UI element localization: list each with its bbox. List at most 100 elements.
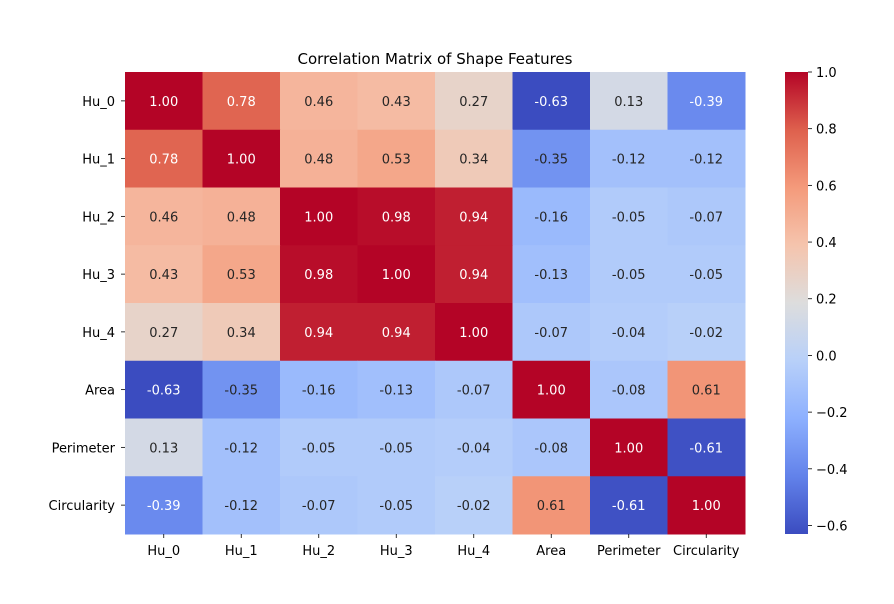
row-label: Hu_2 [82, 210, 115, 225]
column-label: Area [536, 544, 566, 559]
heatmap-cell [512, 303, 591, 362]
heatmap-cell [280, 303, 358, 362]
heatmap-cell [125, 303, 203, 362]
column-label: Hu_1 [225, 544, 258, 559]
heatmap-cell [590, 245, 668, 304]
cell-value-label: -0.39 [689, 95, 723, 110]
cell-value-label: 1.00 [692, 499, 721, 514]
heatmap-cell [202, 418, 281, 477]
cell-value-label: -0.35 [534, 153, 568, 168]
cell-value-label: 0.53 [382, 153, 411, 168]
cell-value-label: 0.98 [304, 268, 333, 283]
heatmap-cell [125, 476, 203, 535]
cell-value-label: -0.07 [534, 326, 568, 341]
cell-value-label: -0.63 [147, 384, 181, 399]
cell-value-label: 0.61 [692, 384, 721, 399]
heatmap-cell [435, 129, 513, 188]
cell-value-label: -0.16 [302, 384, 336, 399]
cell-value-label: 0.34 [459, 153, 488, 168]
cell-value-label: -0.12 [224, 441, 258, 456]
cell-value-label: -0.05 [302, 441, 336, 456]
heatmap-cell [667, 187, 746, 246]
row-label: Hu_4 [82, 326, 115, 341]
heatmap-cell [435, 418, 513, 477]
heatmap-cell [202, 360, 281, 419]
heatmap-cell [512, 187, 591, 246]
cell-value-label: -0.12 [689, 153, 723, 168]
cell-value-label: 0.43 [149, 268, 178, 283]
colorbar-tick-label: −0.4 [816, 463, 848, 478]
heatmap-cell [357, 303, 436, 362]
cell-value-label: 1.00 [382, 268, 411, 283]
heatmap-cell [512, 418, 591, 477]
cell-value-label: 0.98 [382, 210, 411, 225]
heatmap-cells: 1.00 0.78 0.46 0.43 0.27 -0.63 0.13 -0.39 0.78 1.… [125, 72, 746, 535]
row-label: Perimeter [52, 441, 116, 456]
heatmap-cell [357, 187, 436, 246]
heatmap-cell [667, 245, 746, 304]
heatmap-cell [125, 360, 203, 419]
heatmap-cell [435, 476, 513, 535]
heatmap-cell [280, 72, 358, 131]
cell-value-label: -0.39 [147, 499, 181, 514]
column-labels: Hu_0 Hu_1 Hu_2 Hu_3 Hu_4 Area Perimeter Circula… [147, 534, 740, 559]
heatmap-cell [202, 72, 281, 131]
cell-value-label: 0.48 [227, 210, 256, 225]
heatmap-cell [357, 418, 436, 477]
colorbar-tick-label: 1.0 [816, 66, 837, 81]
colorbar-tick-label: 0.2 [816, 293, 837, 308]
heatmap-cell [125, 129, 203, 188]
heatmap-cell [590, 303, 668, 362]
cell-value-label: -0.04 [457, 441, 491, 456]
colorbar-tick-label: 0.4 [816, 236, 837, 251]
cell-value-label: 1.00 [304, 210, 333, 225]
cell-value-label: 1.00 [537, 384, 566, 399]
row-label: Circularity [49, 499, 116, 514]
cell-value-label: -0.05 [379, 441, 413, 456]
heatmap-cell [512, 72, 591, 131]
cell-value-label: 0.78 [227, 95, 256, 110]
cell-value-label: -0.08 [612, 384, 646, 399]
cell-value-label: 0.78 [149, 153, 178, 168]
row-label: Hu_3 [82, 268, 115, 283]
heatmap-cell [435, 360, 513, 419]
cell-value-label: 0.61 [537, 499, 566, 514]
column-label: Perimeter [597, 544, 661, 559]
colorbar-tick-label: 0.6 [816, 179, 837, 194]
cell-value-label: 0.27 [459, 95, 488, 110]
cell-value-label: -0.05 [612, 210, 646, 225]
heatmap-cell [280, 360, 358, 419]
cell-value-label: 1.00 [459, 326, 488, 341]
heatmap-cell [280, 187, 358, 246]
heatmap-cell [667, 476, 746, 535]
cell-value-label: -0.61 [689, 441, 723, 456]
heatmap-cell [357, 72, 436, 131]
heatmap-cell [280, 245, 358, 304]
heatmap-cell [512, 245, 591, 304]
heatmap-cell [667, 418, 746, 477]
cell-value-label: 1.00 [614, 441, 643, 456]
cell-value-label: -0.07 [302, 499, 336, 514]
heatmap-cell [512, 129, 591, 188]
cell-value-label: -0.02 [457, 499, 491, 514]
cell-value-label: -0.13 [534, 268, 568, 283]
cell-value-label: 0.53 [227, 268, 256, 283]
heatmap-cell [590, 360, 668, 419]
heatmap-cell [357, 129, 436, 188]
cell-value-label: -0.05 [379, 499, 413, 514]
cell-value-label: -0.13 [379, 384, 413, 399]
heatmap-cell [667, 72, 746, 131]
cell-value-label: 0.94 [304, 326, 333, 341]
cell-value-label: 0.94 [382, 326, 411, 341]
heatmap-cell [667, 129, 746, 188]
cell-value-label: 0.48 [304, 153, 333, 168]
heatmap-cell [202, 187, 281, 246]
heatmap-cell [435, 187, 513, 246]
heatmap-cell [590, 476, 668, 535]
cell-value-label: 0.27 [149, 326, 178, 341]
cell-value-label: 0.34 [227, 326, 256, 341]
row-labels: Hu_0 Hu_1 Hu_2 Hu_3 Hu_4 Area Perimeter Circula… [49, 95, 125, 514]
cell-value-label: -0.35 [224, 384, 258, 399]
row-label: Area [85, 384, 115, 399]
